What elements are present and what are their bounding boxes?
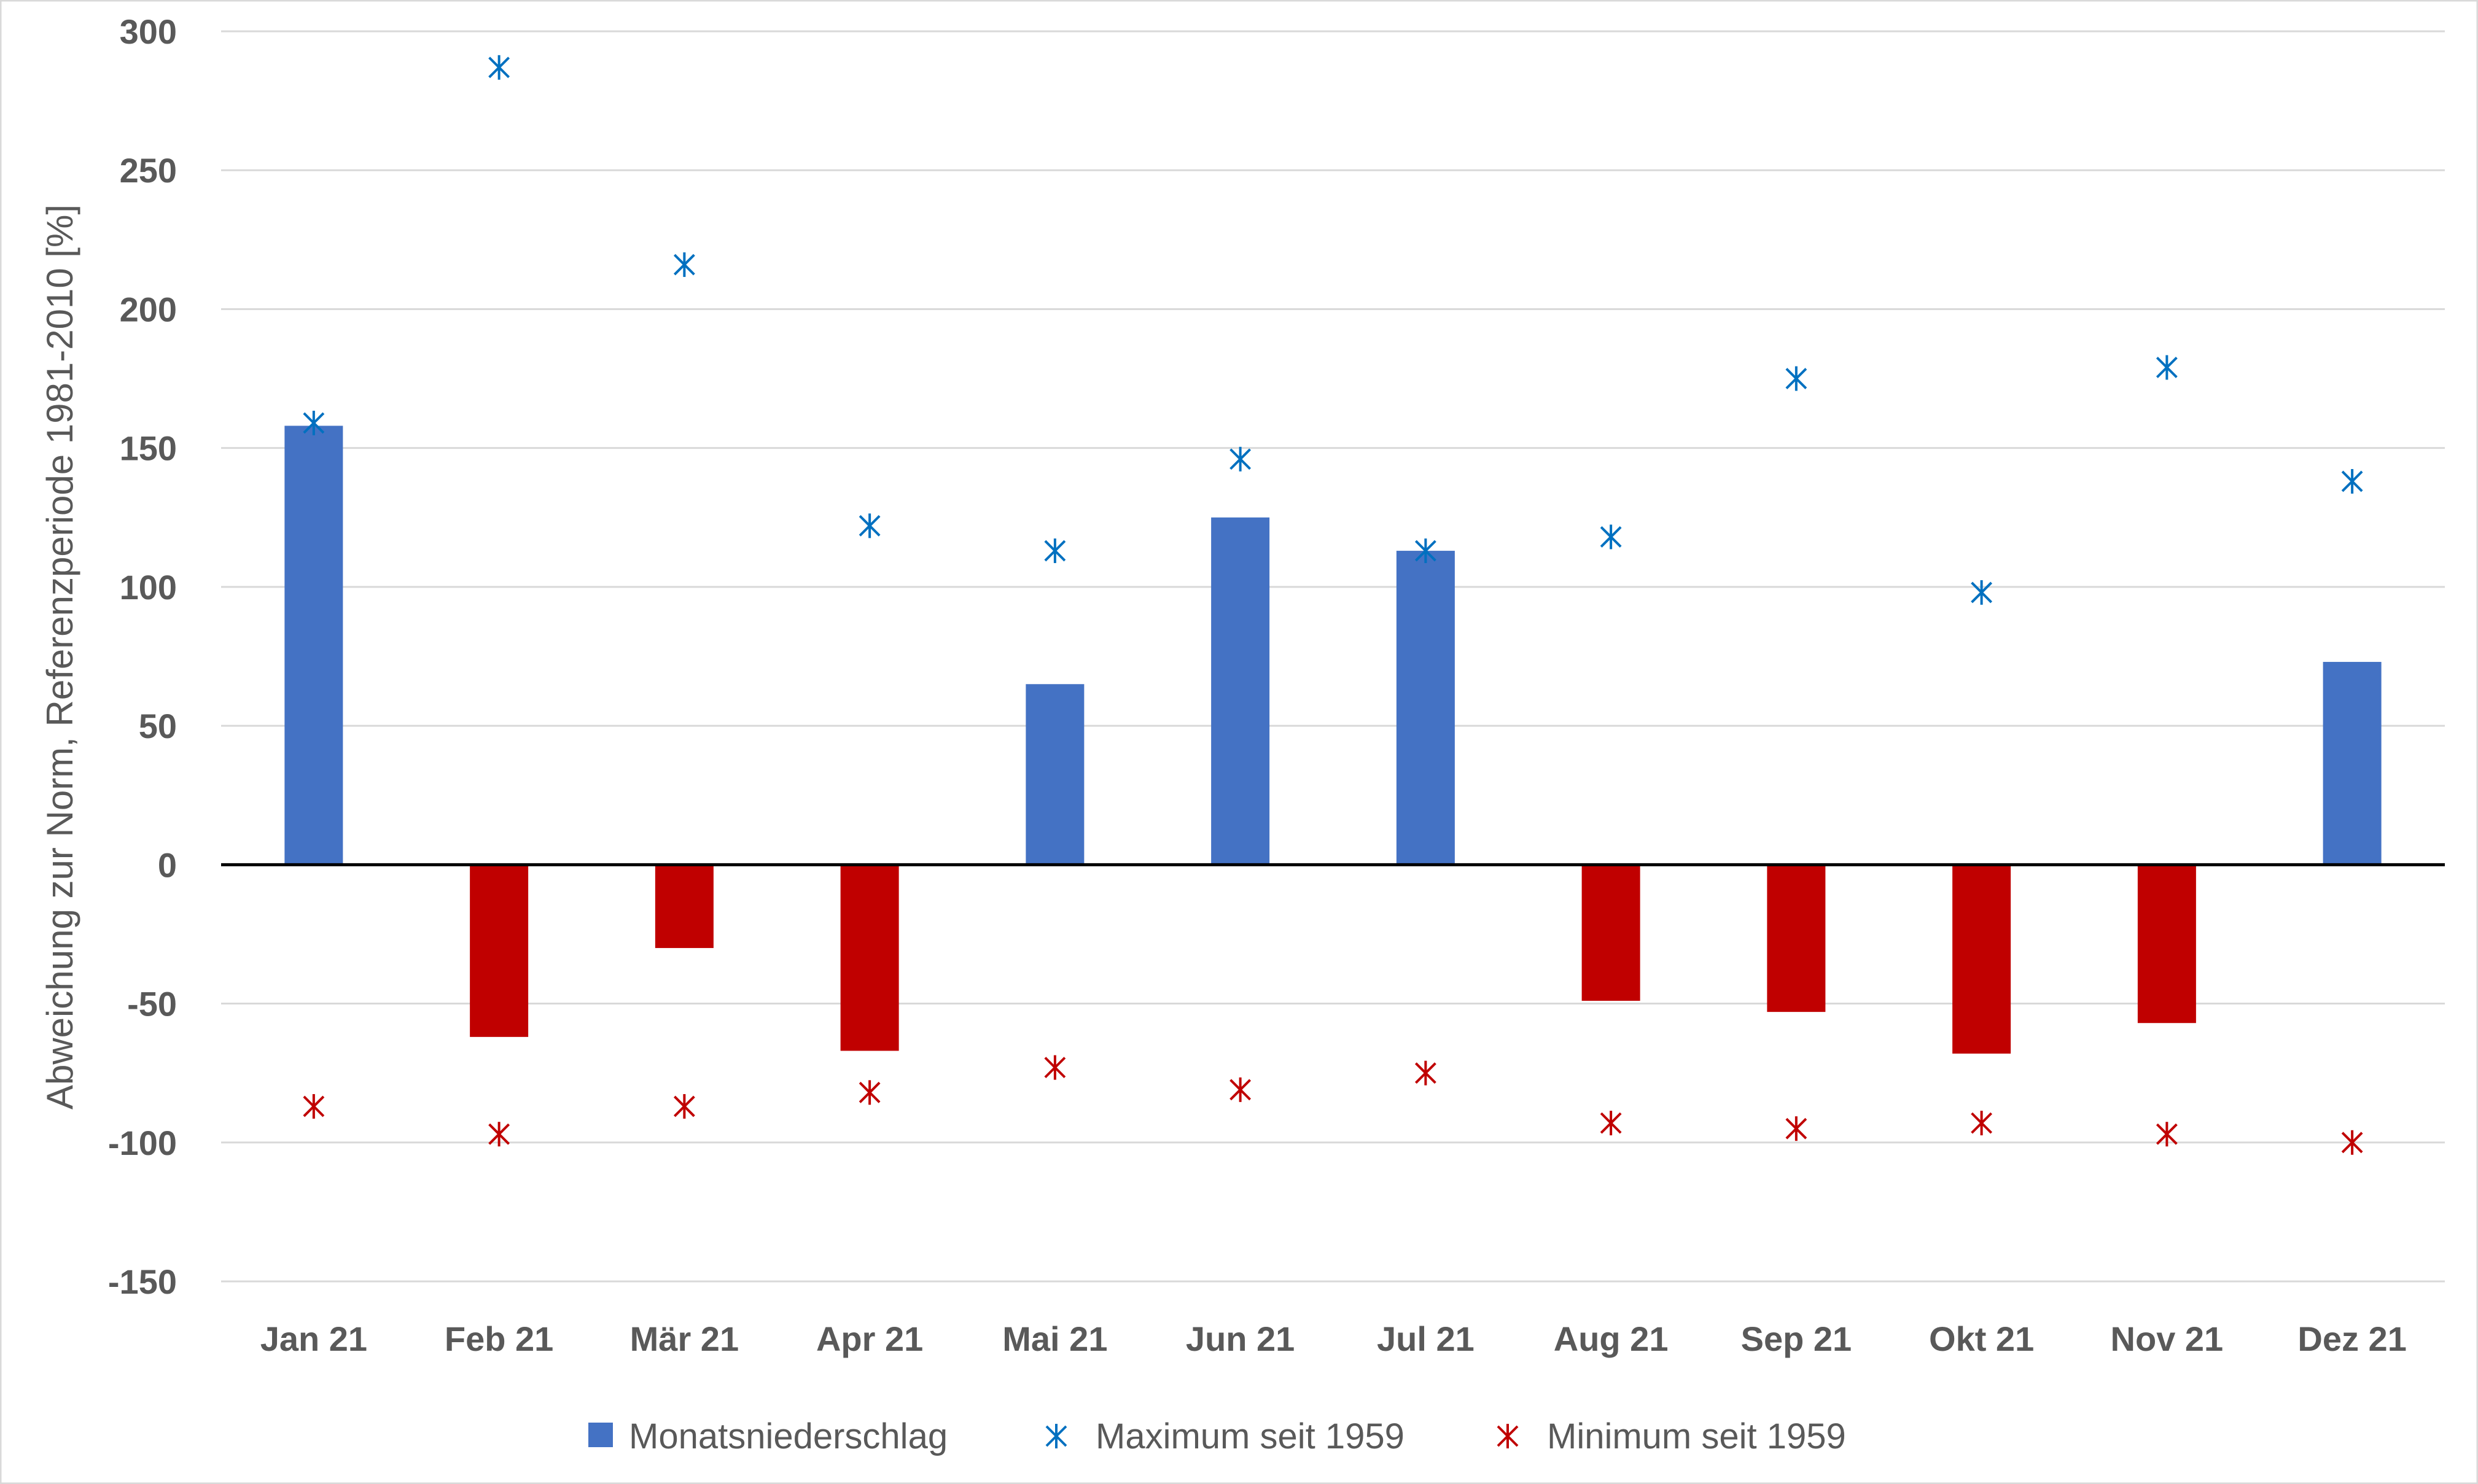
x-tick-label: Jan 21	[260, 1319, 367, 1358]
bar-Dez 21	[2323, 662, 2382, 865]
y-tick-label: 300	[120, 12, 177, 51]
y-axis-label: Abweichung zur Norm, Referenzperiode 198…	[39, 204, 80, 1109]
max-marker-Nov 21	[2156, 355, 2178, 380]
min-marker-Dez 21	[2341, 1130, 2363, 1155]
y-tick-label: 200	[120, 290, 177, 328]
min-marker-Jan 21	[303, 1094, 325, 1119]
max-marker-Mai 21	[1044, 538, 1066, 564]
y-tick-label: 0	[158, 845, 177, 884]
x-tick-label: Mai 21	[1002, 1319, 1107, 1358]
y-tick-label: 100	[120, 568, 177, 607]
min-marker-Mär 21	[673, 1094, 695, 1119]
x-tick-label: Apr 21	[816, 1319, 923, 1358]
x-tick-label: Aug 21	[1554, 1319, 1669, 1358]
min-marker-Jun 21	[1229, 1077, 1252, 1102]
bar-Feb 21	[470, 864, 529, 1037]
x-tick-label: Jun 21	[1186, 1319, 1295, 1358]
max-marker-Jul 21	[1414, 538, 1436, 564]
max-marker-Mär 21	[673, 252, 695, 278]
bar-Okt 21	[1952, 864, 2011, 1054]
max-marker-Sep 21	[1785, 366, 1807, 391]
min-marker-Apr 21	[859, 1080, 881, 1105]
x-tick-label: Okt 21	[1929, 1319, 2034, 1358]
min-marker-Sep 21	[1785, 1116, 1807, 1141]
y-tick-label: -50	[127, 985, 177, 1024]
legend-swatch-bar	[588, 1423, 613, 1447]
max-marker-Dez 21	[2341, 468, 2363, 494]
y-tick-label: -150	[108, 1262, 177, 1301]
min-marker-Nov 21	[2156, 1122, 2178, 1147]
max-marker-Feb 21	[488, 55, 510, 80]
x-tick-label: Mär 21	[630, 1319, 739, 1358]
min-marker-Mai 21	[1044, 1055, 1066, 1080]
x-tick-label: Feb 21	[445, 1319, 553, 1358]
legend-swatch-min	[1497, 1424, 1519, 1448]
min-marker-Okt 21	[1971, 1111, 1993, 1136]
bar-Jul 21	[1396, 551, 1455, 865]
max-marker-Jan 21	[303, 410, 325, 435]
y-tick-label: 150	[120, 429, 177, 468]
max-marker-Apr 21	[859, 513, 881, 538]
bar-Mai 21	[1026, 684, 1085, 865]
bar-Jun 21	[1211, 517, 1270, 865]
x-tick-label: Sep 21	[1741, 1319, 1852, 1358]
bar-Jan 21	[284, 425, 343, 865]
min-marker-Aug 21	[1600, 1111, 1622, 1136]
legend-swatch-max	[1045, 1424, 1067, 1448]
y-tick-label: 250	[120, 151, 177, 190]
max-marker-Aug 21	[1600, 524, 1622, 550]
y-tick-label: -100	[108, 1124, 177, 1162]
legend-label: Maximum seit 1959	[1096, 1416, 1405, 1456]
bar-Mär 21	[655, 864, 714, 949]
bar-Sep 21	[1767, 864, 1826, 1012]
x-tick-label: Jul 21	[1377, 1319, 1475, 1358]
max-marker-Jun 21	[1229, 446, 1252, 472]
min-marker-Jul 21	[1414, 1060, 1436, 1086]
bar-Apr 21	[840, 864, 899, 1051]
legend: Monatsniederschlag Maximum seit 1959 Minim…	[588, 1416, 1846, 1456]
legend-label: Minimum seit 1959	[1547, 1416, 1846, 1456]
bar-Nov 21	[2137, 864, 2196, 1024]
max-marker-Okt 21	[1971, 580, 1993, 605]
x-tick-label: Dez 21	[2297, 1319, 2406, 1358]
x-tick-label: Nov 21	[2111, 1319, 2224, 1358]
y-tick-label: 50	[139, 707, 177, 745]
min-marker-Feb 21	[488, 1122, 510, 1147]
bar-Aug 21	[1581, 864, 1640, 1001]
legend-label: Monatsniederschlag	[629, 1416, 948, 1456]
